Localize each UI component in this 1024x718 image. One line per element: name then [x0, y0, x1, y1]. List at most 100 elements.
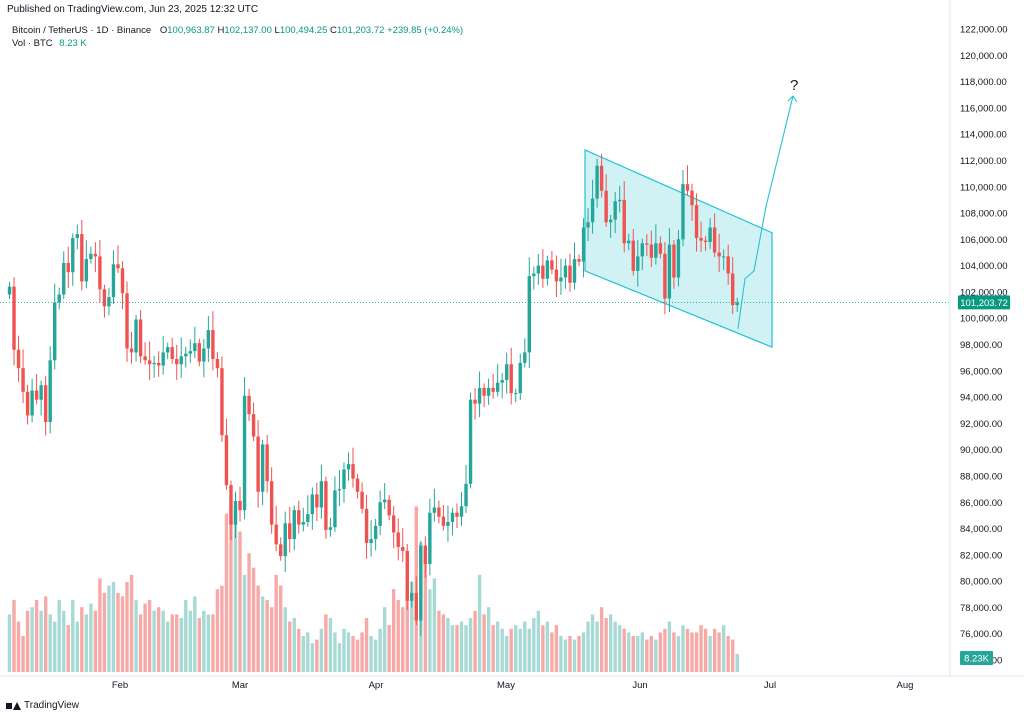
volume-bar [260, 596, 265, 672]
high-label: H [217, 25, 225, 36]
volume-bar [62, 610, 66, 672]
candle-body [48, 360, 52, 423]
volume-bar [622, 628, 626, 672]
candle-body [495, 382, 500, 392]
volume-bar [75, 621, 79, 672]
candle-body [156, 362, 161, 366]
candle-body [572, 259, 577, 283]
close-label: C [330, 25, 337, 36]
candle-body [554, 269, 559, 282]
volume-bar [482, 614, 486, 672]
candle-body [152, 362, 156, 365]
projection-path[interactable] [737, 95, 794, 329]
volume-bar [477, 574, 482, 672]
volume-bar [111, 582, 116, 672]
volume-bar [636, 636, 640, 672]
candle-body [654, 243, 658, 258]
candle-body [577, 259, 581, 262]
symbol-title[interactable]: Bitcoin / TetherUS · 1D · Binance [12, 25, 152, 36]
volume-bar [690, 632, 694, 672]
volume-bar [120, 596, 125, 672]
candle-body [21, 368, 25, 392]
volume-bar [464, 625, 468, 672]
open-label: O [159, 25, 168, 36]
price-tick-label: 108,000.00 [960, 209, 1008, 220]
candle-body [251, 414, 256, 437]
volume-bar [541, 625, 545, 672]
volume-bar [143, 603, 147, 672]
candle-body [401, 546, 405, 551]
volume-bar [53, 621, 57, 672]
volume-bar [138, 614, 143, 672]
volume-bar [505, 636, 509, 672]
candle-body [658, 243, 663, 254]
time-tick-label: May [497, 680, 515, 691]
volume-bar [437, 610, 441, 672]
candle-body [387, 499, 391, 516]
volume-bar [360, 632, 364, 672]
candle-body [319, 481, 324, 508]
price-chart[interactable]: 122,000.00 120,000.00 118,000.00 116,000.00… [0, 0, 1024, 700]
candle-body [292, 510, 296, 540]
price-tick-label: 120,000.00 [960, 51, 1008, 62]
volume-bar [459, 621, 464, 672]
volume-bar [12, 600, 16, 672]
volume-bar [342, 628, 346, 672]
candle-body [179, 356, 183, 365]
volume-label[interactable]: Vol · BTC [12, 38, 53, 49]
candle-body [233, 500, 238, 525]
volume-bar [396, 600, 400, 672]
candle-body [410, 592, 414, 601]
candle-body [360, 491, 364, 509]
volume-bar [500, 628, 504, 672]
candle-body [333, 490, 337, 528]
volume-bar [640, 632, 644, 672]
price-tick-label: 94,000.00 [960, 393, 1002, 404]
candle-body [346, 464, 351, 470]
volume-bar [238, 531, 242, 672]
volume-bar [292, 618, 296, 672]
volume-bar [80, 607, 84, 672]
volume-value: 8.23 K [59, 38, 87, 49]
volume-bar [509, 628, 513, 672]
volume-bar [735, 654, 739, 672]
candle-body [622, 199, 626, 244]
candle-body [563, 265, 568, 278]
candle-body [297, 510, 301, 525]
candle-body [283, 523, 287, 557]
volume-bar [532, 618, 536, 672]
volume-bar [202, 610, 206, 672]
last-volume-badge [960, 651, 993, 665]
volume-bar [604, 618, 608, 672]
volume-bar [608, 614, 613, 672]
candle-body [120, 268, 125, 294]
volume-bar [649, 636, 654, 672]
volume-bar [129, 574, 134, 672]
volume-bar [166, 621, 170, 672]
candle-body [532, 273, 536, 277]
time-tick-label: Aug [897, 680, 914, 691]
volume-bar [147, 600, 152, 672]
candle-body [428, 512, 432, 565]
candle-body [229, 485, 233, 525]
price-tick-label: 112,000.00 [960, 156, 1007, 167]
volume-bar [618, 625, 622, 672]
volume-bar [269, 607, 274, 672]
price-tick-label: 84,000.00 [960, 524, 1002, 535]
price-tick-label: 106,000.00 [960, 235, 1008, 246]
published-caption: Published on TradingView.com, Jun 23, 20… [7, 4, 259, 15]
candle-body [138, 319, 143, 357]
volume-bar [351, 636, 355, 672]
price-tick-label: 78,000.00 [960, 603, 1002, 614]
candle-body [288, 523, 292, 540]
volume-bar [48, 614, 52, 672]
time-tick-label: Feb [112, 680, 128, 691]
volume-bar [550, 632, 554, 672]
volume-bar [586, 621, 590, 672]
price-tick-label: 122,000.00 [960, 25, 1008, 36]
volume-bar [98, 578, 102, 672]
candle-body [491, 387, 495, 392]
candle-body [57, 294, 61, 303]
projection-arrowhead-icon [787, 95, 798, 103]
volume-bar [319, 628, 324, 672]
